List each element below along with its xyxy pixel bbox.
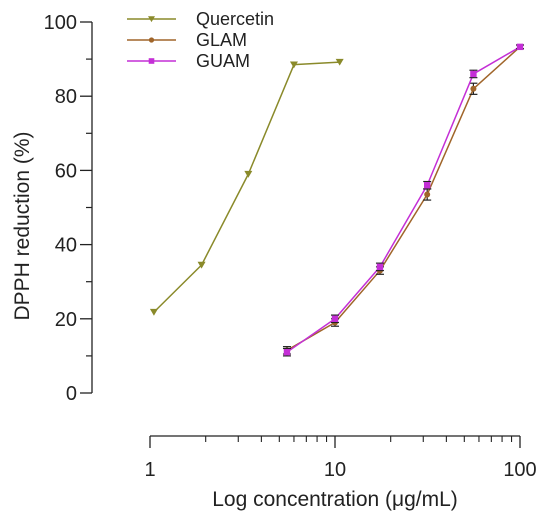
series-line bbox=[153, 61, 340, 313]
data-point bbox=[331, 315, 339, 322]
y-tick-label: 0 bbox=[66, 383, 77, 405]
y-axis-label: DPPH reduction (%) bbox=[11, 131, 34, 320]
data-point bbox=[148, 58, 155, 64]
x-tick-label: 100 bbox=[503, 459, 536, 481]
legend-label: GLAM bbox=[196, 30, 247, 50]
y-tick-label: 60 bbox=[55, 160, 77, 182]
series-line bbox=[286, 46, 521, 351]
data-point bbox=[376, 263, 384, 271]
y-tick-label: 100 bbox=[44, 12, 77, 34]
x-axis: 1 10 100 bbox=[144, 435, 537, 481]
y-tick-label: 80 bbox=[55, 86, 77, 108]
series-quercetin bbox=[149, 58, 344, 316]
data-point bbox=[424, 191, 431, 198]
data-point bbox=[148, 16, 155, 23]
series-glam bbox=[282, 43, 524, 355]
x-tick-label: 1 bbox=[144, 459, 155, 481]
data-point bbox=[244, 170, 253, 178]
y-tick-label: 40 bbox=[55, 235, 77, 257]
series-layer bbox=[149, 43, 524, 357]
legend-item: Quercetin bbox=[127, 9, 274, 29]
data-point bbox=[283, 348, 291, 356]
series-line bbox=[286, 46, 521, 353]
data-point bbox=[423, 182, 431, 189]
legend-item: GUAM bbox=[127, 51, 250, 71]
legend-label: Quercetin bbox=[196, 9, 274, 29]
x-axis-label: Log concentration (μg/mL) bbox=[212, 488, 458, 511]
data-point bbox=[470, 70, 477, 78]
data-point bbox=[516, 43, 524, 51]
data-point bbox=[335, 58, 344, 66]
data-point bbox=[197, 261, 206, 269]
series-guam bbox=[282, 43, 524, 357]
data-point bbox=[148, 37, 155, 43]
legend-label: GUAM bbox=[196, 51, 250, 71]
data-point bbox=[289, 61, 298, 69]
x-tick-label: 10 bbox=[324, 459, 346, 481]
legend-item: GLAM bbox=[127, 30, 247, 50]
data-point bbox=[149, 308, 158, 316]
data-point bbox=[470, 85, 477, 92]
y-tick-label: 20 bbox=[55, 309, 77, 331]
y-axis: 0 20 40 60 80 100 bbox=[44, 12, 93, 405]
